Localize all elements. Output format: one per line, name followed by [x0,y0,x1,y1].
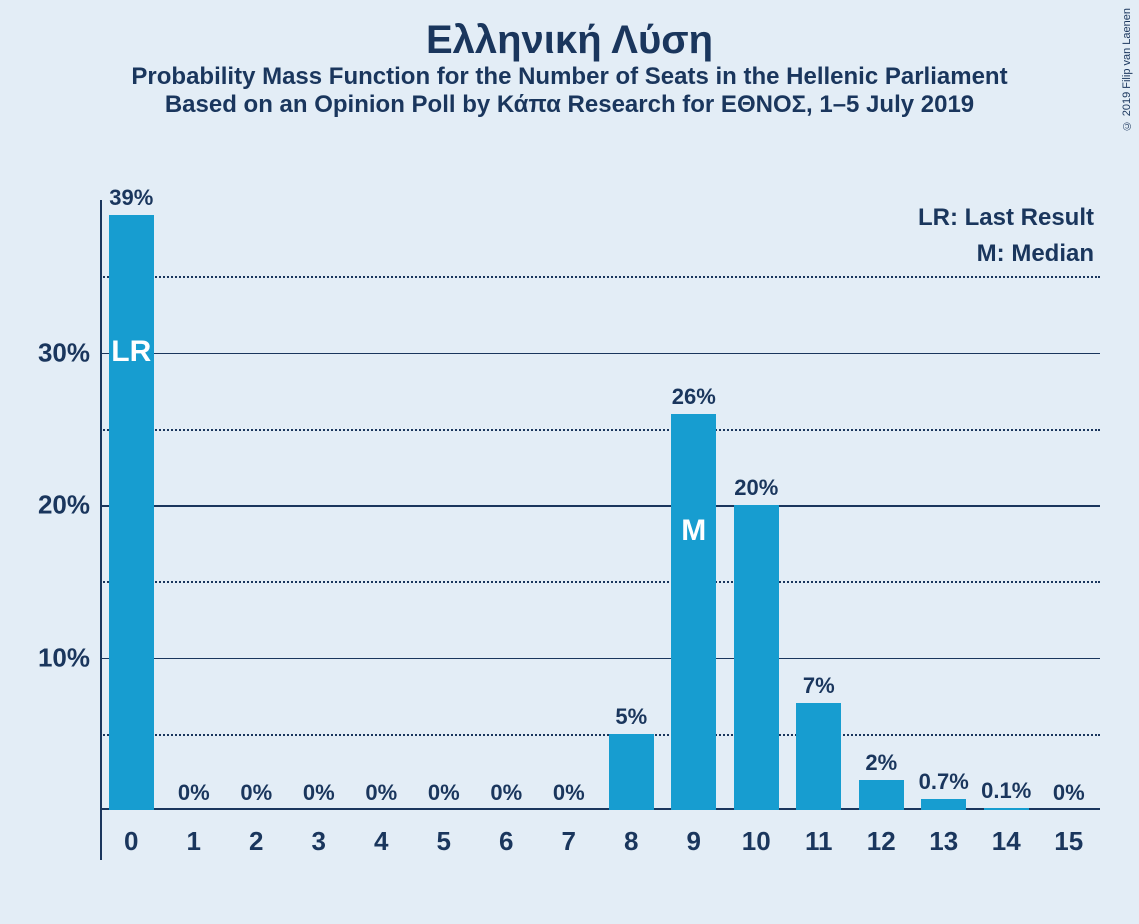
y-tick-label: 30% [38,337,90,368]
bar-value-label: 5% [615,704,647,730]
x-tick-label: 3 [312,826,326,857]
bar-value-label: 0% [365,780,397,806]
bar: 39%LR [109,215,154,810]
bar-value-label: 7% [803,673,835,699]
x-tick-label: 15 [1054,826,1083,857]
bar: 2% [859,780,904,811]
bar-value-label: 39% [109,185,153,211]
bar-value-label: 0% [428,780,460,806]
bar-inner-label: LR [111,335,151,369]
x-tick-label: 8 [624,826,638,857]
bar-value-label: 0.1% [981,778,1031,804]
bar: 5% [609,734,654,810]
x-tick-label: 5 [437,826,451,857]
bar-inner-label: M [681,514,706,548]
bar: 0.1% [984,808,1029,810]
gridline [100,353,1100,355]
bar-value-label: 0% [1053,780,1085,806]
legend-last-result: LR: Last Result [918,204,1094,232]
copyright-text: © 2019 Filip van Laenen [1121,8,1133,131]
gridline-minor [100,734,1100,736]
y-tick-label: 20% [38,490,90,521]
bar: 7% [796,703,841,810]
chart-title: Ελληνική Λύση [0,18,1139,63]
bar-value-label: 0% [303,780,335,806]
x-tick-label: 1 [187,826,201,857]
bar-value-label: 20% [734,475,778,501]
x-tick-label: 4 [374,826,388,857]
x-tick-label: 9 [687,826,701,857]
bar-value-label: 0% [240,780,272,806]
bar-value-label: 0.7% [919,769,969,795]
chart-subtitle-2: Based on an Opinion Poll by Κάπα Researc… [0,91,1139,119]
gridline [100,658,1100,660]
x-tick-label: 11 [805,826,833,857]
x-tick-label: 7 [562,826,576,857]
x-tick-label: 14 [992,826,1021,857]
y-axis [100,200,102,860]
bar: 0.7% [921,799,966,810]
x-tick-label: 0 [124,826,138,857]
bar-value-label: 26% [672,384,716,410]
bar-value-label: 0% [178,780,210,806]
x-tick-label: 13 [929,826,958,857]
gridline-minor [100,581,1100,583]
gridline-minor [100,429,1100,431]
bar-value-label: 0% [553,780,585,806]
bar-value-label: 2% [865,750,897,776]
x-tick-label: 2 [249,826,263,857]
gridline-minor [100,276,1100,278]
bar: 20% [734,505,779,810]
gridline [100,505,1100,507]
bar-value-label: 0% [490,780,522,806]
x-tick-label: 6 [499,826,513,857]
bar: 26%M [671,414,716,811]
chart-subtitle-1: Probability Mass Function for the Number… [0,63,1139,91]
legend-median: M: Median [977,240,1094,268]
x-tick-label: 10 [742,826,771,857]
chart-area: 10%20%30%39%LR0%0%0%0%0%0%0%5%26%M20%7%2… [100,200,1100,860]
y-tick-label: 10% [38,642,90,673]
x-tick-label: 12 [867,826,896,857]
